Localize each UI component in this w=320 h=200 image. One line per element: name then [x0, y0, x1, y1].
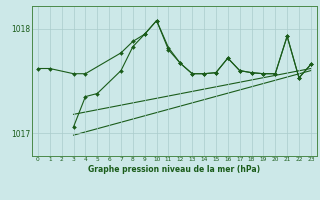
X-axis label: Graphe pression niveau de la mer (hPa): Graphe pression niveau de la mer (hPa) — [88, 165, 260, 174]
